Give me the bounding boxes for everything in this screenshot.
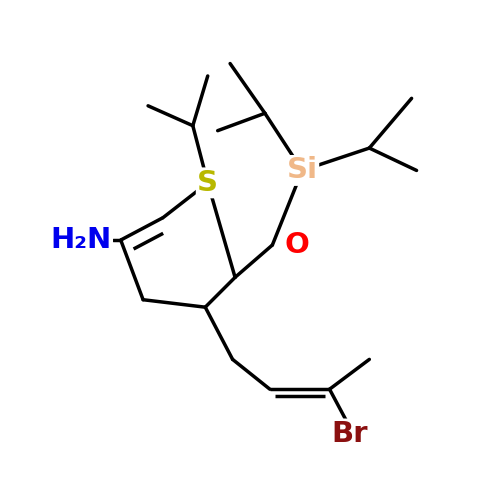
Text: S: S bbox=[197, 169, 218, 197]
Text: O: O bbox=[285, 231, 310, 259]
Text: Si: Si bbox=[286, 156, 318, 184]
Text: Br: Br bbox=[331, 420, 368, 448]
Text: H₂N: H₂N bbox=[50, 226, 112, 254]
